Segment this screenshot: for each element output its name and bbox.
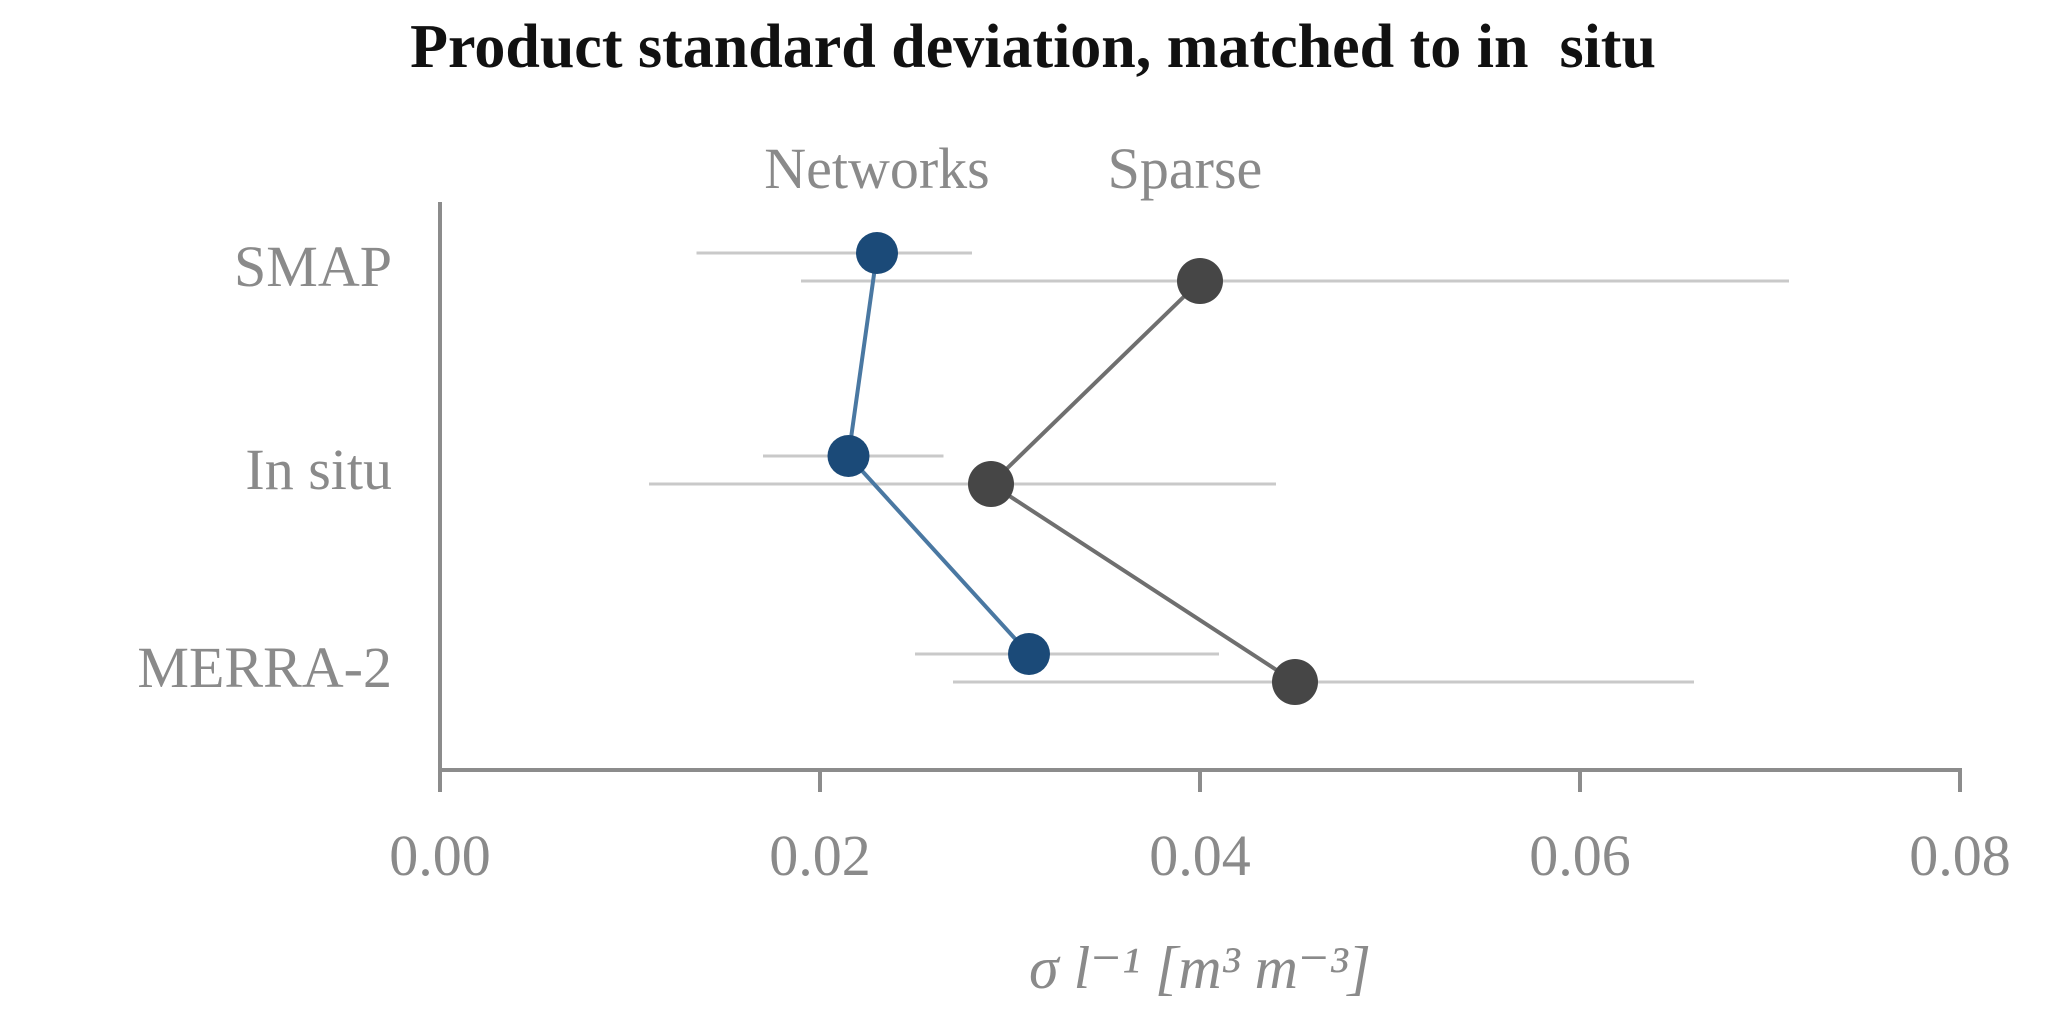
category-label: In situ [245, 437, 392, 502]
x-tick-label: 0.02 [769, 823, 871, 888]
data-point [1177, 258, 1223, 304]
category-label: MERRA-2 [137, 635, 392, 700]
chart-title: Product standard deviation, matched to i… [410, 13, 1656, 81]
data-point [968, 461, 1014, 507]
x-tick-label: 0.06 [1529, 823, 1631, 888]
x-tick-label: 0.08 [1909, 823, 2011, 888]
chart-svg: 0.00 0.02 0.04 0.06 0.08 SMAP In situ MERRA-2 Ne… [137, 136, 2011, 1001]
series-label: Networks [764, 136, 990, 201]
series-line [846, 252, 1031, 656]
data-point [1272, 659, 1318, 705]
x-tick-label: 0.04 [1149, 823, 1251, 888]
series-label: Sparse [1108, 136, 1263, 201]
x-axis-label: σ l⁻¹ [m³ m⁻³] [1029, 935, 1371, 1001]
x-tick-label: 0.00 [389, 823, 491, 888]
series-line [987, 279, 1297, 684]
data-point [827, 435, 870, 477]
data-point [856, 232, 898, 274]
category-label: SMAP [234, 234, 392, 299]
data-point [1008, 633, 1050, 675]
